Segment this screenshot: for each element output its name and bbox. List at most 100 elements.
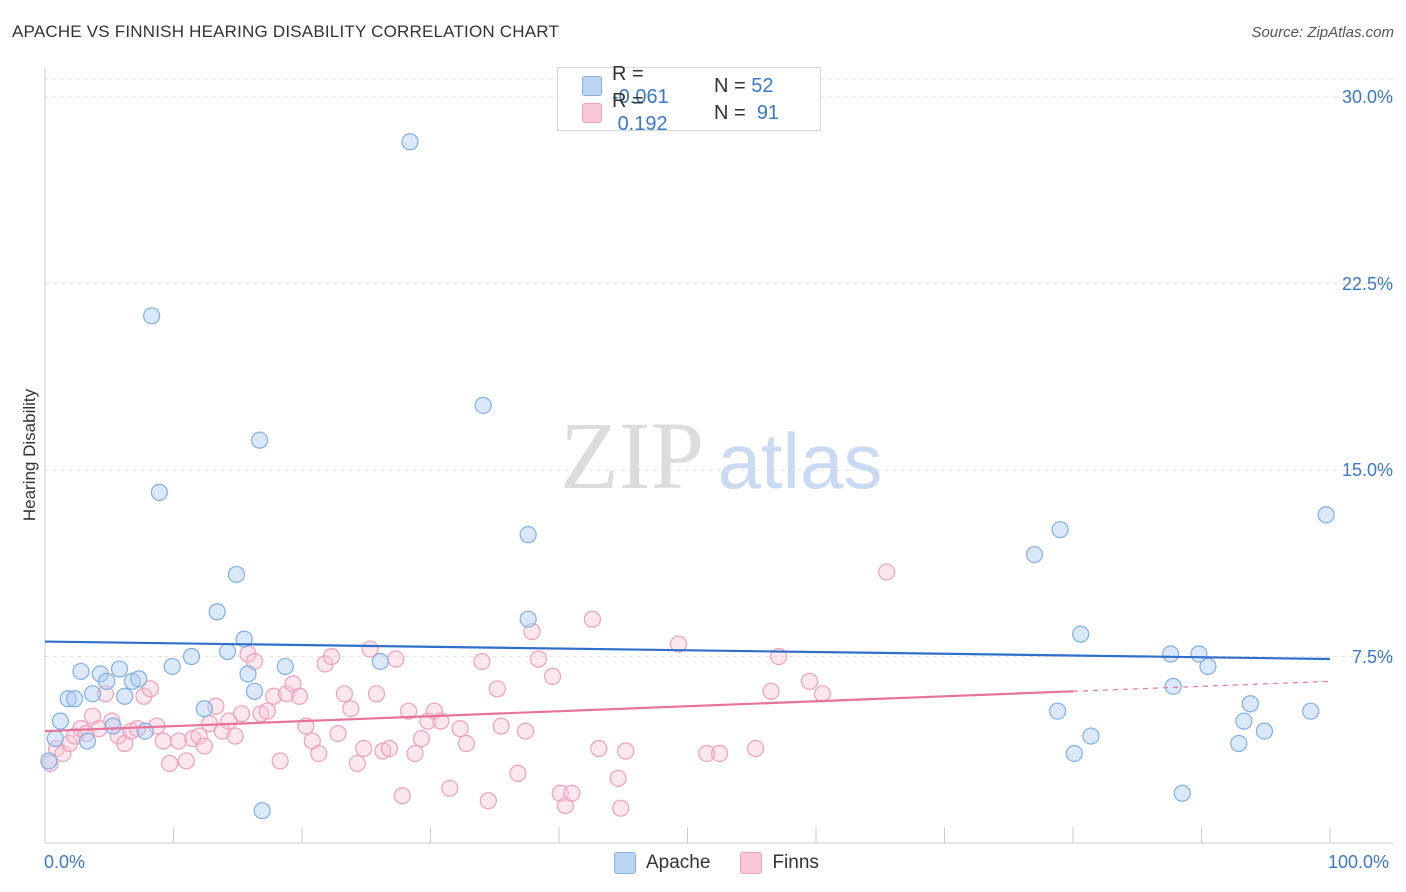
apache-point [1241,695,1259,713]
finns-point [509,764,527,782]
finns-point [473,652,491,671]
finns-trend-extension [1072,680,1331,692]
apache-point [182,647,201,666]
finns-n-value: 91 [756,101,780,124]
finns-point [698,744,716,763]
apache-point [195,700,213,718]
apache-r-value: -0.061 [612,86,669,108]
finns-point [617,742,635,760]
n-label: N = [714,101,746,124]
apache-point [1162,645,1180,663]
axes [44,68,1393,844]
finns-point [355,739,373,758]
apache-point [83,685,102,703]
apache-point [1025,545,1044,564]
apache-point [136,722,154,740]
apache-point [208,603,226,621]
finns-point [265,687,283,705]
watermark-zip: ZIP [560,402,704,509]
finns-point [54,744,72,763]
apache-point [1199,657,1217,676]
apache-point [110,660,129,678]
apache-point [276,657,294,676]
apache-point [78,732,97,750]
source-label: Source: ZipAtlas.com [1251,24,1394,41]
finns-point [457,734,476,753]
finns-point [432,712,450,730]
finns-point [141,680,159,698]
finns-point [96,685,114,703]
apache-point [1072,625,1090,643]
n-label: N = [714,74,746,97]
finns-point [226,727,244,745]
finns-point [516,722,535,740]
apache-point [1230,734,1248,753]
apache-point [227,565,246,584]
finns-point [479,792,497,810]
apache-point [218,642,237,661]
apache-point [371,652,389,671]
finns-point [310,744,328,763]
finns-point [290,687,309,705]
apache-point [116,687,134,705]
y-tick-label: 22.5% [1341,273,1393,294]
finns-point [380,739,398,758]
finns-point [543,667,562,685]
apache-n-value: 52 [751,74,774,97]
finns-point [747,739,765,758]
apache-point [130,670,148,688]
finns-point [170,732,188,750]
apache-point [1317,506,1335,524]
apache-point [1173,784,1191,802]
finns-trend-line [44,690,1074,733]
finns-point [590,739,608,758]
finns-legend-swatch [740,852,763,874]
apache-point [245,682,264,700]
y-tick-label: 7.5% [1351,646,1393,667]
apache-legend-label: Apache [646,852,711,873]
finns-point [529,650,548,668]
apache-point [46,729,64,748]
finns-point [233,705,251,723]
finns-point [813,685,832,703]
legend-row-apache: R = -0.061 N = 52 [582,63,774,108]
finns-point [335,685,354,703]
finns-point [711,744,729,763]
apache-point [51,712,70,730]
apache-point [98,672,116,690]
apache-point [401,133,419,151]
finns-point [213,722,231,740]
apache-trend-line [44,640,1331,661]
r-label: R = [612,90,644,112]
finns-point [441,779,459,797]
apache-point [1164,677,1182,695]
apache-swatch [582,76,602,96]
finns-point [277,685,296,703]
r-label: R = [612,63,644,85]
finns-point [177,752,195,770]
x-tick-label-max: 100.0% [1328,852,1390,872]
apache-point [40,752,58,770]
finns-point [161,754,179,773]
finns-point [195,737,213,755]
finns-point [154,732,172,750]
finns-point [492,717,510,735]
finns-points [41,563,896,817]
finns-point [406,744,424,763]
finns-point [451,720,469,738]
finns-point [387,650,405,668]
legend-item-apache[interactable]: Apache [614,852,710,874]
apache-point [59,690,77,708]
chart-title: APACHE VS FINNISH HEARING DISABILITY COR… [12,22,560,41]
series-legend: Apache Finns [614,852,849,874]
finns-point [612,799,630,817]
y-tick-label: 30.0% [1341,87,1393,107]
apache-point [519,610,537,628]
stats-legend: R = -0.061 N = 52 R = 0.192 N = 91 [557,63,821,135]
legend-item-finns[interactable]: Finns [740,852,819,874]
finns-point [878,563,896,581]
finns-point [609,769,627,787]
apache-point [104,717,122,735]
finns-point [271,752,289,770]
